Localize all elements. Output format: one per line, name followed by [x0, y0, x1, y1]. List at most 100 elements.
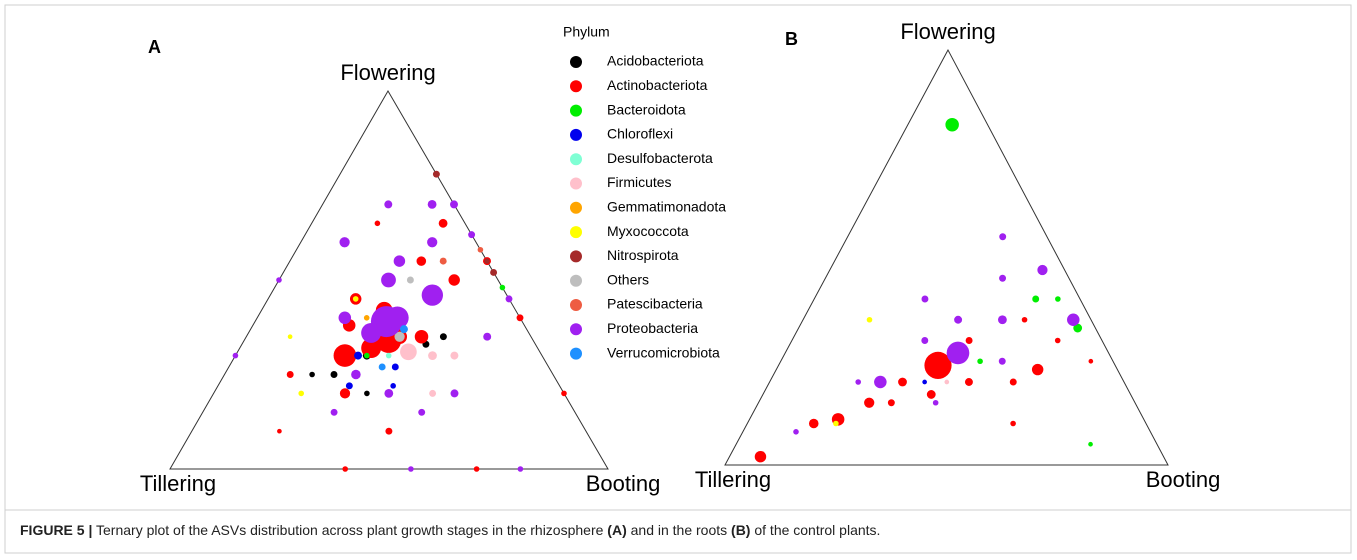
caption-ref: (B) — [731, 522, 751, 538]
point — [1009, 378, 1017, 386]
point — [490, 268, 498, 276]
point — [384, 389, 394, 398]
point — [345, 382, 353, 390]
legend-label: Proteobacteria — [607, 320, 698, 336]
legend-title: Phylum — [563, 24, 610, 40]
point — [406, 276, 414, 284]
point — [414, 329, 429, 344]
legend-label: Others — [607, 271, 649, 287]
point — [965, 337, 973, 344]
point — [276, 277, 282, 283]
point — [286, 371, 294, 378]
point — [754, 450, 767, 463]
vertex-label: Tillering — [695, 467, 771, 492]
legend-label: Desulfobacterota — [607, 150, 713, 166]
legend-swatch — [570, 323, 582, 336]
legend-swatch — [570, 153, 582, 166]
point — [833, 420, 839, 427]
point — [354, 351, 363, 360]
legend-swatch — [570, 177, 582, 190]
caption-text: of the control plants. — [750, 522, 881, 538]
point — [484, 258, 490, 264]
point — [922, 379, 927, 385]
point — [432, 170, 440, 178]
legend-label: Bacteroidota — [607, 101, 686, 117]
point — [339, 388, 351, 399]
point — [921, 337, 929, 344]
point — [394, 331, 405, 342]
point — [384, 200, 393, 209]
point — [946, 341, 970, 365]
point — [298, 390, 305, 397]
point — [448, 274, 460, 286]
point — [473, 466, 480, 472]
point — [439, 257, 447, 265]
point — [499, 284, 506, 291]
legend-label: Verrucomicrobiota — [607, 344, 720, 360]
vertex-label: Flowering — [340, 60, 435, 85]
legend-label: Nitrospirota — [607, 247, 679, 263]
legend-swatch — [570, 347, 582, 360]
point — [1010, 420, 1016, 427]
legend-swatch — [570, 201, 582, 214]
point — [232, 352, 239, 359]
point — [864, 397, 875, 408]
point — [390, 383, 396, 389]
point — [1032, 295, 1040, 303]
legend-label: Acidobacteriota — [607, 53, 704, 69]
point — [416, 256, 427, 266]
point — [932, 399, 939, 406]
point — [351, 369, 361, 380]
point — [964, 378, 973, 386]
point — [505, 295, 513, 303]
legend-swatch — [570, 274, 582, 287]
point — [855, 379, 861, 385]
point — [381, 272, 396, 288]
point — [408, 466, 414, 472]
legend-swatch — [570, 80, 582, 93]
panel-label: A — [148, 37, 161, 57]
point — [1031, 363, 1044, 376]
point — [385, 352, 392, 359]
point — [921, 295, 929, 303]
point — [361, 322, 382, 343]
legend-label: Chloroflexi — [607, 126, 673, 142]
point — [468, 231, 476, 239]
point — [1021, 316, 1028, 323]
point — [439, 333, 447, 341]
vertex-label: Tillering — [140, 471, 216, 496]
legend-swatch — [570, 104, 582, 117]
point — [418, 408, 426, 416]
point — [287, 334, 293, 340]
point — [561, 390, 567, 397]
point — [924, 351, 952, 379]
point — [1088, 358, 1094, 364]
point — [954, 315, 963, 324]
point — [887, 399, 895, 407]
point — [339, 237, 350, 248]
point — [998, 315, 1007, 325]
frame — [4, 4, 1352, 554]
point — [477, 246, 484, 253]
point — [374, 220, 381, 227]
point — [428, 351, 437, 360]
point — [977, 358, 983, 365]
point — [808, 418, 819, 429]
point — [866, 316, 873, 323]
point — [330, 371, 338, 378]
vertex-label: Booting — [1146, 467, 1221, 492]
vertex-label: Booting — [586, 471, 661, 496]
point — [874, 375, 887, 389]
point — [309, 371, 315, 378]
point — [333, 344, 357, 367]
point — [338, 311, 352, 325]
caption-text: Ternary plot of the ASVs distribution ac… — [96, 522, 608, 538]
legend-label: Actinobacteriota — [607, 77, 708, 93]
point — [385, 427, 393, 435]
caption-ref: (A) — [607, 522, 627, 538]
point — [944, 379, 950, 385]
point — [483, 332, 492, 341]
point — [1088, 441, 1093, 447]
point — [429, 389, 437, 397]
